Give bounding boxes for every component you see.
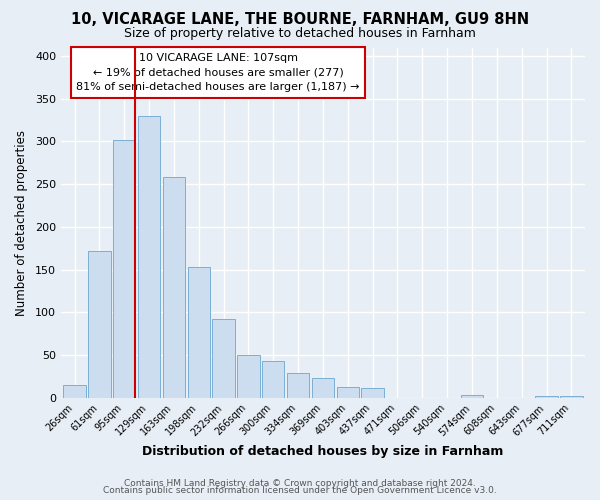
Bar xyxy=(212,319,235,398)
Bar xyxy=(361,388,384,398)
Text: 10 VICARAGE LANE: 107sqm
← 19% of detached houses are smaller (277)
81% of semi-: 10 VICARAGE LANE: 107sqm ← 19% of detach… xyxy=(76,53,360,92)
Y-axis label: Number of detached properties: Number of detached properties xyxy=(15,130,28,316)
Bar xyxy=(138,116,160,398)
Text: 10, VICARAGE LANE, THE BOURNE, FARNHAM, GU9 8HN: 10, VICARAGE LANE, THE BOURNE, FARNHAM, … xyxy=(71,12,529,28)
Bar xyxy=(560,396,583,398)
Bar xyxy=(163,178,185,398)
Text: Size of property relative to detached houses in Farnham: Size of property relative to detached ho… xyxy=(124,28,476,40)
Bar xyxy=(262,361,284,398)
Bar xyxy=(64,385,86,398)
Bar xyxy=(312,378,334,398)
Bar xyxy=(287,373,310,398)
Bar xyxy=(535,396,557,398)
Bar xyxy=(188,267,210,398)
Bar xyxy=(113,140,136,398)
X-axis label: Distribution of detached houses by size in Farnham: Distribution of detached houses by size … xyxy=(142,444,503,458)
Text: Contains HM Land Registry data © Crown copyright and database right 2024.: Contains HM Land Registry data © Crown c… xyxy=(124,478,476,488)
Bar xyxy=(461,395,483,398)
Bar xyxy=(88,251,110,398)
Bar xyxy=(237,355,260,398)
Text: Contains public sector information licensed under the Open Government Licence v3: Contains public sector information licen… xyxy=(103,486,497,495)
Bar xyxy=(337,386,359,398)
